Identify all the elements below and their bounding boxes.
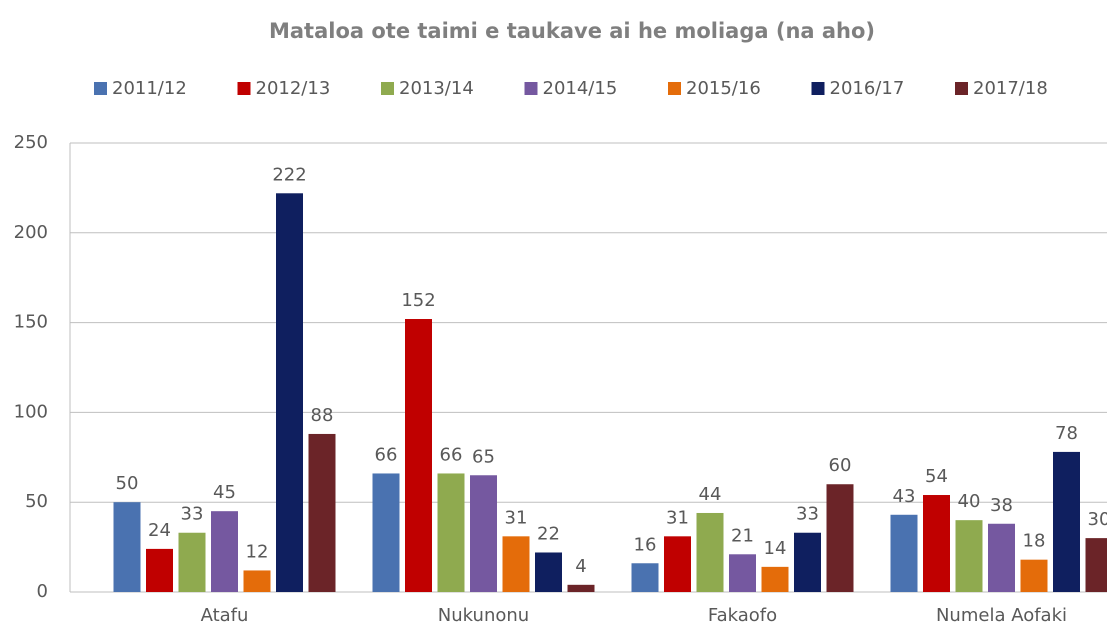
- legend-swatch: [955, 82, 968, 95]
- legend-swatch: [668, 82, 681, 95]
- data-label: 66: [440, 444, 463, 465]
- legend-swatch: [381, 82, 394, 95]
- bar: [1020, 559, 1048, 592]
- y-tick-label: 200: [14, 222, 48, 243]
- data-label: 65: [472, 446, 495, 467]
- bar: [631, 563, 659, 592]
- data-label: 222: [272, 164, 306, 185]
- legend-swatch: [94, 82, 107, 95]
- data-label: 21: [731, 525, 754, 546]
- x-tick-label: Nukunonu: [438, 605, 529, 626]
- data-label: 12: [246, 541, 269, 562]
- data-label: 60: [829, 455, 852, 476]
- data-label: 4: [575, 556, 586, 577]
- bar: [276, 193, 303, 592]
- bar: [405, 319, 432, 592]
- y-tick-label: 50: [25, 491, 48, 512]
- bar: [178, 532, 206, 592]
- legend-swatch: [237, 82, 251, 95]
- data-label: 31: [666, 507, 689, 528]
- bar: [146, 548, 173, 592]
- bar: [113, 502, 141, 592]
- legend-label: 2011/12: [112, 78, 187, 99]
- data-label: 24: [148, 520, 171, 541]
- bar: [535, 552, 562, 592]
- legend-swatch: [524, 82, 538, 95]
- data-label: 14: [764, 538, 787, 559]
- data-label: 43: [893, 486, 916, 507]
- data-label: 44: [699, 484, 722, 505]
- bar: [794, 532, 821, 592]
- data-label: 33: [181, 504, 204, 525]
- data-label: 88: [311, 405, 334, 426]
- legend-label: 2016/17: [830, 78, 905, 99]
- data-label: 38: [990, 495, 1013, 516]
- y-tick-label: 0: [37, 581, 48, 602]
- legend-label: 2012/13: [256, 78, 331, 99]
- bar: [1085, 538, 1107, 592]
- bar: [243, 570, 271, 592]
- bar: [988, 523, 1015, 592]
- data-label: 54: [925, 466, 948, 487]
- bar: [502, 536, 530, 592]
- bar: [664, 536, 691, 592]
- bar: [470, 475, 497, 592]
- legend-label: 2015/16: [686, 78, 761, 99]
- data-label: 18: [1023, 531, 1046, 552]
- y-tick-label: 100: [14, 401, 48, 422]
- bar: [567, 584, 595, 592]
- bar: [826, 484, 854, 592]
- bar: [729, 554, 756, 592]
- data-label: 66: [375, 444, 398, 465]
- bar: [308, 433, 336, 592]
- bar: [696, 512, 724, 592]
- data-label: 31: [505, 507, 528, 528]
- y-tick-label: 150: [14, 312, 48, 333]
- data-label: 33: [796, 504, 819, 525]
- legend-label: 2013/14: [399, 78, 474, 99]
- data-label: 30: [1088, 509, 1107, 530]
- legend-label: 2014/15: [543, 78, 618, 99]
- bar: [1053, 451, 1080, 592]
- legend-swatch: [811, 82, 825, 95]
- bar: [955, 520, 983, 592]
- data-label: 22: [537, 523, 560, 544]
- bar: [437, 473, 465, 592]
- x-tick-label: Numela Aofaki: [936, 605, 1067, 626]
- chart-title: Mataloa ote taimi e taukave ai he moliag…: [269, 19, 875, 43]
- bar: [890, 514, 918, 592]
- bar: [372, 473, 400, 592]
- y-tick-label: 250: [14, 132, 48, 153]
- x-tick-label: Fakaofo: [708, 605, 777, 626]
- bar: [923, 495, 950, 592]
- data-label: 45: [213, 482, 236, 503]
- bar: [761, 566, 789, 592]
- legend-label: 2017/18: [973, 78, 1048, 99]
- data-label: 152: [401, 290, 435, 311]
- data-label: 16: [634, 534, 657, 555]
- x-tick-label: Atafu: [201, 605, 249, 626]
- data-label: 78: [1055, 423, 1078, 444]
- bar: [211, 511, 238, 592]
- data-label: 50: [116, 473, 139, 494]
- data-label: 40: [958, 491, 981, 512]
